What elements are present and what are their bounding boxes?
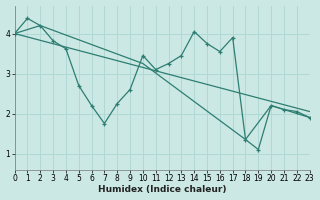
X-axis label: Humidex (Indice chaleur): Humidex (Indice chaleur) (98, 185, 226, 194)
